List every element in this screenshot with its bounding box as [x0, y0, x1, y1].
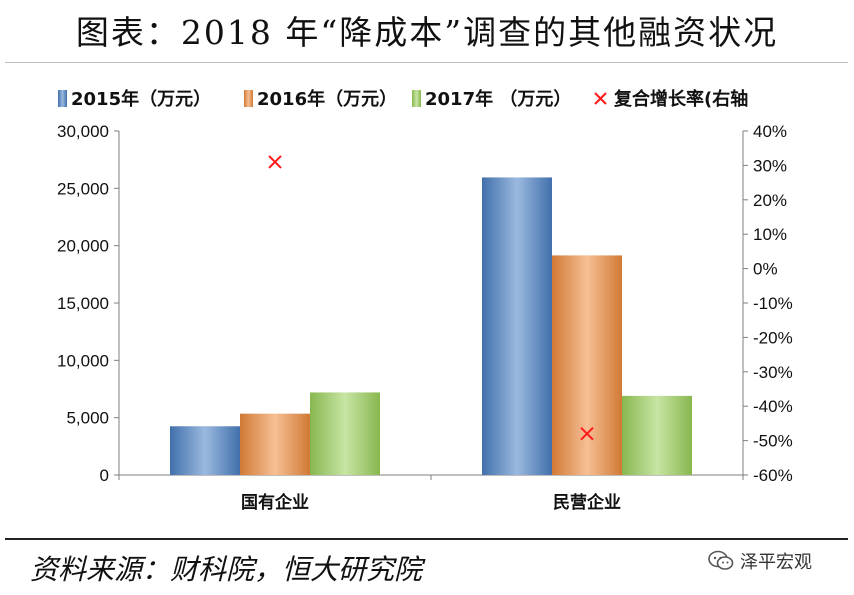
y-tick-label-left: 15,000	[57, 294, 109, 313]
y-tick-label-left: 25,000	[57, 179, 109, 198]
y-tick-label-left: 30,000	[57, 122, 109, 141]
x-tick-label: 国有企业	[241, 492, 309, 513]
y-tick-label-left: 20,000	[57, 237, 109, 256]
bar	[552, 255, 622, 475]
y-tick-label-right: -10%	[753, 294, 793, 313]
y-tick-label-right: 20%	[753, 191, 787, 210]
legend: 2015年（万元） 2016年（万元） 2017年 （万元） 复合增长率(右轴	[58, 88, 748, 110]
legend-label: 2016年（万元）	[257, 88, 397, 110]
wechat-icon	[708, 550, 734, 570]
y-tick-label-left: 5,000	[66, 409, 109, 428]
legend-label: 2017年 （万元）	[425, 88, 571, 110]
bar	[170, 426, 240, 475]
y-tick-label-right: 40%	[753, 122, 787, 141]
y-tick-label-right: -20%	[753, 328, 793, 347]
legend-swatch	[412, 90, 421, 107]
legend-label: 2015年（万元）	[71, 88, 211, 110]
legend-swatch	[58, 90, 67, 107]
source-note: 资料来源：财科院，恒大研究院	[30, 553, 423, 586]
y-tick-label-left: 0	[100, 466, 109, 485]
chart: 2015年（万元） 2016年（万元） 2017年 （万元） 复合增长率(右轴 0 5,…	[57, 88, 793, 513]
bottom-divider	[5, 538, 848, 540]
watermark-text: 泽平宏观	[740, 552, 812, 573]
watermark: 泽平宏观	[708, 548, 812, 574]
y-tick-label-left: 10,000	[57, 351, 109, 370]
y-tick-label-right: 10%	[753, 225, 787, 244]
page-title: 图表：2018 年“降成本”调查的其他融资状况	[75, 13, 779, 52]
legend-swatch	[244, 90, 253, 107]
y-tick-label-right: -60%	[753, 466, 793, 485]
bar	[622, 395, 692, 475]
y-tick-label-right: -40%	[753, 397, 793, 416]
bar	[240, 413, 310, 475]
bar	[310, 392, 380, 475]
y-tick-label-right: 30%	[753, 156, 787, 175]
y-tick-label-right: -30%	[753, 363, 793, 382]
axes: 0 5,000 10,000 15,000 20,000 25,000 30,000 -60%…	[57, 122, 793, 513]
y-tick-label-right: -50%	[753, 432, 793, 451]
y-tick-label-right: 0%	[753, 260, 778, 279]
growth-marker	[580, 427, 594, 441]
legend-label: 复合增长率(右轴	[613, 88, 748, 110]
bar	[482, 177, 552, 475]
chart-frame	[5, 62, 848, 539]
x-tick-label: 民营企业	[553, 492, 621, 513]
growth-marker	[268, 155, 282, 169]
bars	[170, 177, 692, 475]
legend-marker	[594, 92, 607, 105]
growth-markers	[268, 155, 594, 441]
